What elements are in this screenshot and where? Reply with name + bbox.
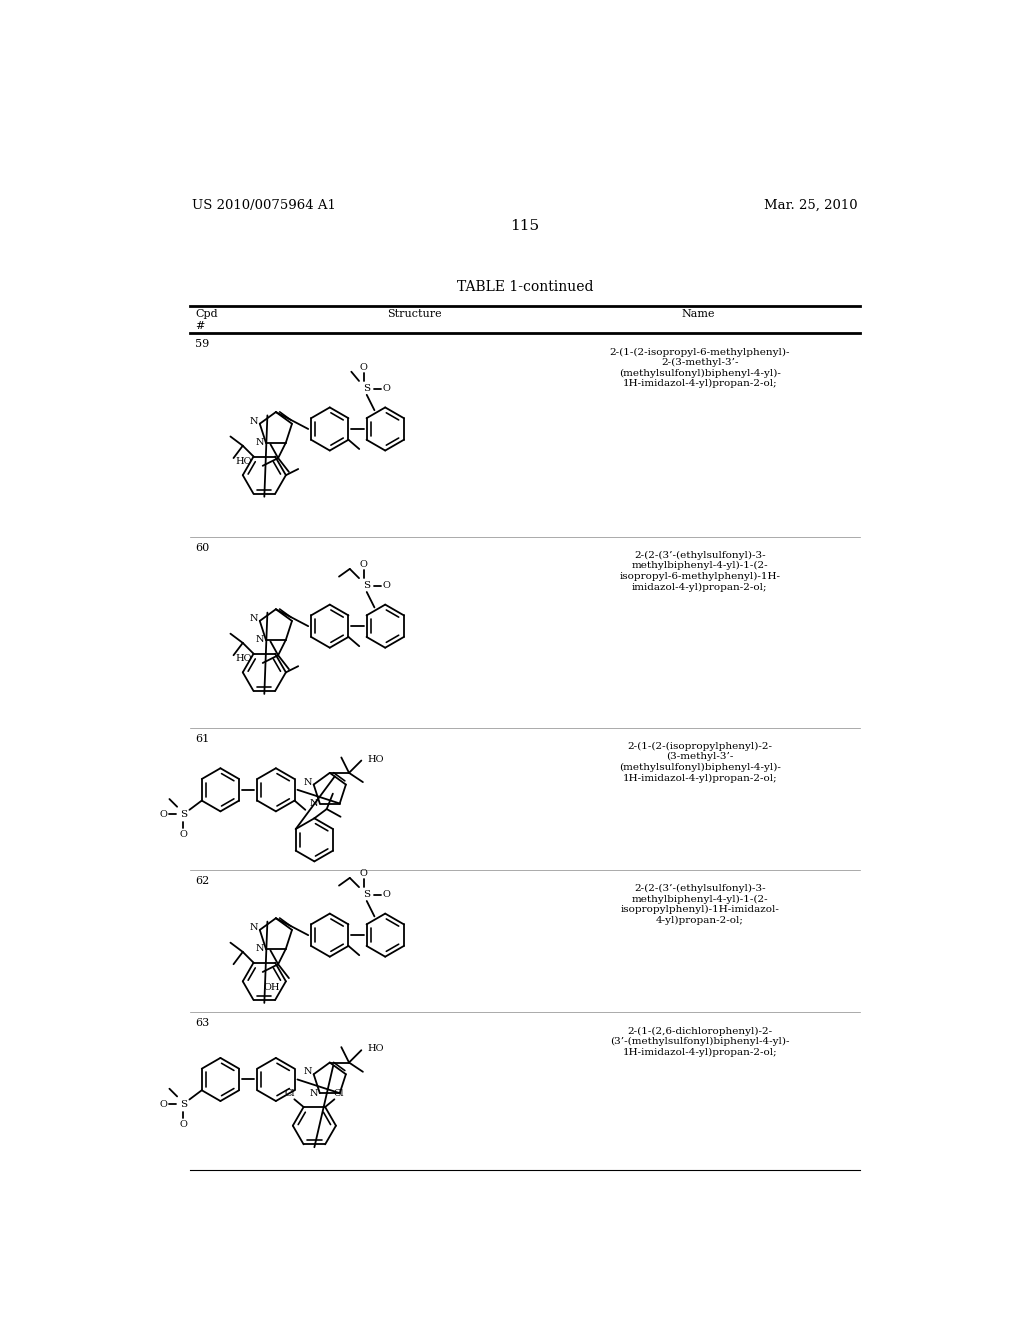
Text: HO: HO xyxy=(236,653,252,663)
Text: N: N xyxy=(303,1068,311,1076)
Text: N: N xyxy=(250,614,258,623)
Text: S: S xyxy=(180,810,186,818)
Text: 2-(1-(2,6-dichlorophenyl)-2-
(3’-(methylsulfonyl)biphenyl-4-yl)-
1H-imidazol-4-y: 2-(1-(2,6-dichlorophenyl)-2- (3’-(methyl… xyxy=(610,1027,790,1056)
Text: O: O xyxy=(383,581,391,590)
Text: O: O xyxy=(179,1119,187,1129)
Text: N: N xyxy=(256,944,264,953)
Text: N: N xyxy=(250,923,258,932)
Text: N: N xyxy=(303,777,311,787)
Text: US 2010/0075964 A1: US 2010/0075964 A1 xyxy=(193,199,336,213)
Text: O: O xyxy=(359,560,368,569)
Text: N: N xyxy=(309,1089,317,1098)
Text: S: S xyxy=(364,890,371,899)
Text: HO: HO xyxy=(368,1044,384,1053)
Text: Mar. 25, 2010: Mar. 25, 2010 xyxy=(764,199,857,213)
Text: #: # xyxy=(196,321,205,331)
Text: O: O xyxy=(160,810,167,818)
Text: 59: 59 xyxy=(196,339,210,350)
Text: O: O xyxy=(383,384,391,393)
Text: O: O xyxy=(359,869,368,878)
Text: O: O xyxy=(383,890,391,899)
Text: Cl: Cl xyxy=(334,1089,344,1098)
Text: 2-(1-(2-isopropyl-6-methylphenyl)-
2-(3-methyl-3’-
(methylsulfonyl)biphenyl-4-yl: 2-(1-(2-isopropyl-6-methylphenyl)- 2-(3-… xyxy=(609,347,791,388)
Text: OH: OH xyxy=(264,983,281,991)
Text: 2-(2-(3’-(ethylsulfonyl)-3-
methylbiphenyl-4-yl)-1-(2-
isopropylphenyl)-1H-imida: 2-(2-(3’-(ethylsulfonyl)-3- methylbiphen… xyxy=(621,884,779,925)
Text: S: S xyxy=(364,581,371,590)
Text: 60: 60 xyxy=(196,543,210,553)
Text: Structure: Structure xyxy=(387,309,441,319)
Text: Cpd: Cpd xyxy=(196,309,218,319)
Text: 2-(2-(3’-(ethylsulfonyl)-3-
methylbiphenyl-4-yl)-1-(2-
isopropyl-6-methylphenyl): 2-(2-(3’-(ethylsulfonyl)-3- methylbiphen… xyxy=(620,550,780,591)
Text: O: O xyxy=(160,1100,167,1109)
Text: Name: Name xyxy=(682,309,715,319)
Text: O: O xyxy=(359,363,368,372)
Text: 62: 62 xyxy=(196,876,210,886)
Text: HO: HO xyxy=(368,755,384,763)
Text: S: S xyxy=(364,384,371,393)
Text: TABLE 1-continued: TABLE 1-continued xyxy=(457,280,593,294)
Text: 63: 63 xyxy=(196,1018,210,1028)
Text: HO: HO xyxy=(236,457,252,466)
Text: O: O xyxy=(179,830,187,840)
Text: N: N xyxy=(309,799,317,808)
Text: N: N xyxy=(250,417,258,426)
Text: 115: 115 xyxy=(510,219,540,234)
Text: S: S xyxy=(180,1100,186,1109)
Text: 61: 61 xyxy=(196,734,210,743)
Text: Cl: Cl xyxy=(285,1089,295,1098)
Text: N: N xyxy=(256,438,264,447)
Text: 2-(1-(2-(isopropylphenyl)-2-
(3-methyl-3’-
(methylsulfonyl)biphenyl-4-yl)-
1H-im: 2-(1-(2-(isopropylphenyl)-2- (3-methyl-3… xyxy=(618,742,780,783)
Text: N: N xyxy=(256,635,264,644)
